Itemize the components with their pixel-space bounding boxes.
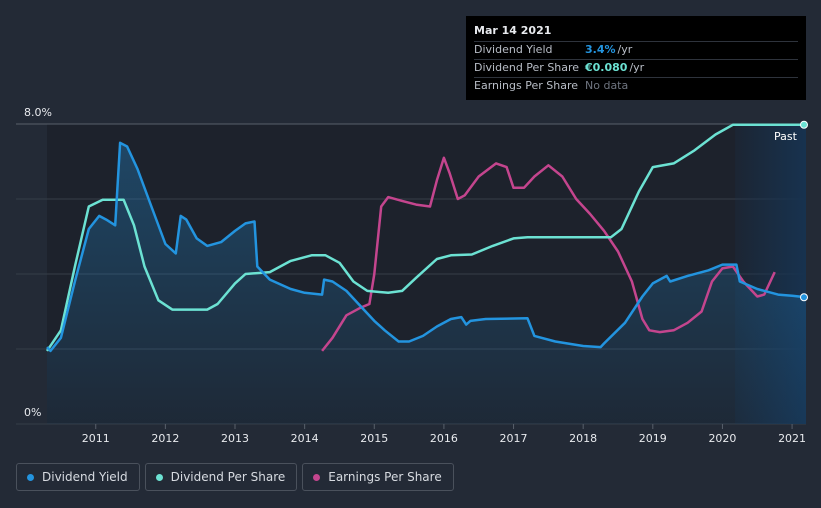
circle-icon [155, 473, 163, 481]
y-tick-label-top: 8.0% [24, 106, 52, 119]
tooltip-unit: /yr [629, 61, 645, 74]
legend-item-dividend-yield[interactable]: Dividend Yield [16, 463, 140, 491]
chart-legend: Dividend Yield Dividend Per Share Earnin… [16, 463, 454, 491]
tooltip-value: €0.080 [585, 61, 628, 74]
tooltip-label: Dividend Yield [474, 43, 553, 56]
dividend-yield-area [47, 142, 806, 425]
legend-label: Earnings Per Share [328, 470, 442, 484]
circle-icon [313, 473, 321, 481]
x-tick-label: 2017 [500, 432, 528, 445]
x-tick-label: 2013 [221, 432, 249, 445]
x-tick-label: 2011 [82, 432, 110, 445]
hover-tooltip: Mar 14 2021 Dividend Yield 3.4% /yr Divi… [466, 16, 806, 100]
tooltip-row-dividend-yield: Dividend Yield 3.4% /yr [474, 41, 798, 59]
tooltip-unit: /yr [617, 43, 633, 56]
legend-item-earnings-per-share[interactable]: Earnings Per Share [302, 463, 454, 491]
earnings-per-share-line [321, 156, 776, 352]
x-tick-label: 2018 [569, 432, 597, 445]
x-tick-label: 2021 [778, 432, 806, 445]
x-tick-label: 2014 [291, 432, 319, 445]
tooltip-value: 3.4% [585, 43, 616, 56]
dividend-yield-line [46, 141, 807, 353]
dividend-yield-endpoint[interactable] [800, 293, 808, 302]
past-label: Past [774, 130, 797, 143]
y-tick-label-bottom: 0% [24, 406, 42, 419]
x-tick-label: 2016 [430, 432, 458, 445]
x-tick-label: 2012 [151, 432, 179, 445]
x-axis-ticks: 2011 2012 2013 2014 2015 2016 2017 2018 2019 2020… [82, 424, 806, 445]
legend-label: Dividend Per Share [170, 470, 286, 484]
x-tick-label: 2020 [708, 432, 736, 445]
circle-icon [27, 473, 34, 481]
x-tick-label: 2015 [360, 432, 388, 445]
tooltip-label: Earnings Per Share [474, 79, 579, 92]
tooltip-value: No data [585, 79, 629, 92]
x-tick-label: 2019 [639, 432, 667, 445]
legend-label: Dividend Yield [42, 470, 128, 484]
dividend-per-share-line [45, 123, 806, 352]
tooltip-row-dividend-per-share: Dividend Per Share €0.080 /yr [474, 59, 798, 77]
legend-item-dividend-per-share[interactable]: Dividend Per Share [144, 463, 298, 491]
tooltip-label: Dividend Per Share [474, 61, 580, 74]
tooltip-row-earnings-per-share: Earnings Per Share No data [474, 77, 798, 95]
tooltip-date: Mar 14 2021 [474, 24, 552, 37]
dividend-per-share-endpoint[interactable] [800, 120, 808, 129]
